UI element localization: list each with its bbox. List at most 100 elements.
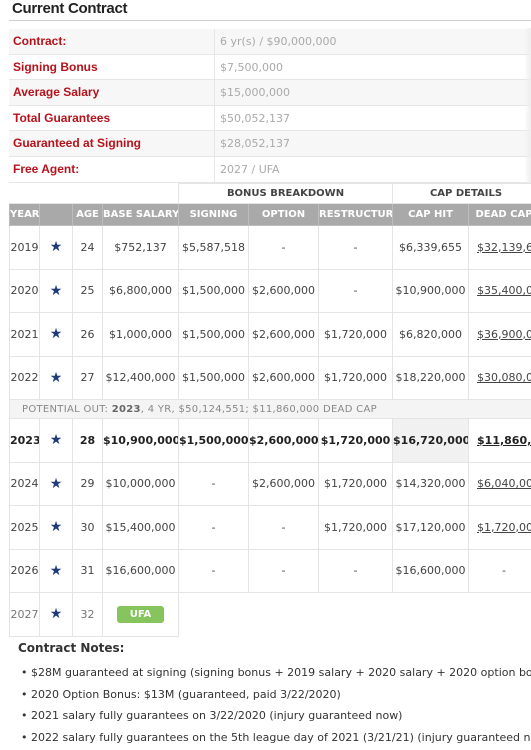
age-cell: 31 <box>72 548 103 593</box>
age-cell: 28 <box>72 418 103 463</box>
year-cell: 2024 <box>9 461 40 506</box>
team-cell: ★ <box>39 225 73 270</box>
summary-label: Total Guarantees <box>9 105 215 131</box>
option-cell: - <box>248 225 319 270</box>
year-cell: 2021 <box>9 312 40 357</box>
star-icon[interactable]: ★ <box>49 369 63 386</box>
age-cell: 29 <box>72 461 103 506</box>
col-team <box>39 203 73 226</box>
ufa-cell: UFA <box>102 592 179 637</box>
summary-label: Signing Bonus <box>9 54 215 80</box>
summary-row-contract: Contract: 6 yr(s) / $90,000,000 <box>9 29 531 55</box>
year-cell: 2023 <box>9 418 40 463</box>
col-cap-hit[interactable]: CAP HIT <box>392 203 470 226</box>
signing-cell: $1,500,000 <box>178 355 249 400</box>
dead-cap-link[interactable]: $36,900,000 <box>468 312 531 357</box>
summary-label: Guaranteed at Signing <box>9 131 215 156</box>
col-dead-cap[interactable]: DEAD CAP <box>468 203 531 226</box>
base-salary-cell: $6,800,000 <box>102 268 179 313</box>
col-restructure[interactable]: RESTRUCTURE <box>317 203 394 226</box>
scroll-shadow <box>524 28 531 183</box>
cap-hit-cell: $14,320,000 <box>392 461 470 506</box>
option-cell: - <box>248 548 319 593</box>
summary-label: Average Salary <box>9 80 215 105</box>
contract-summary: Contract: 6 yr(s) / $90,000,000 Signing B… <box>9 29 531 183</box>
star-icon[interactable]: ★ <box>49 326 63 343</box>
option-cell: - <box>248 505 319 550</box>
age-cell: 30 <box>72 505 103 550</box>
restructure-cell: $1,720,000 <box>317 418 394 463</box>
star-icon[interactable]: ★ <box>49 519 63 536</box>
notes-list: $28M guaranteed at signing (signing bonu… <box>9 662 531 748</box>
star-icon[interactable]: ★ <box>49 562 63 579</box>
summary-value: 6 yr(s) / $90,000,000 <box>220 35 337 48</box>
option-cell: $2,600,000 <box>248 268 319 313</box>
group-bonus-breakdown: BONUS BREAKDOWN <box>177 183 394 204</box>
potential-out-row: POTENTIAL OUT: 2023, 4 YR, $50,124,551; … <box>8 399 531 419</box>
base-salary-cell: $10,000,000 <box>102 461 179 506</box>
summary-row-free-agent: Free Agent: 2027 / UFA <box>9 156 531 183</box>
restructure-cell: $1,720,000 <box>317 461 394 506</box>
age-cell: 27 <box>72 355 103 400</box>
summary-value: $50,052,137 <box>220 111 290 125</box>
summary-label: Free Agent: <box>9 156 215 182</box>
col-signing[interactable]: SIGNING <box>178 203 249 226</box>
dead-cap-link[interactable]: $32,139,655 <box>468 225 531 270</box>
restructure-cell: $1,720,000 <box>317 355 394 400</box>
potential-out-year: 2023 <box>111 403 141 415</box>
dead-cap-link[interactable]: $35,400,000 <box>468 268 531 313</box>
ufa-badge: UFA <box>116 605 165 623</box>
col-year[interactable]: YEAR <box>9 203 40 226</box>
star-icon[interactable]: ★ <box>49 475 63 492</box>
base-salary-cell: $752,137 <box>102 225 179 270</box>
base-salary-cell: $16,600,000 <box>102 548 179 593</box>
restructure-cell: $1,720,000 <box>317 312 394 357</box>
table-row-2023: 2023 ★ 28 $10,900,000 $1,500,000 $2,600,… <box>9 418 531 463</box>
col-base-salary[interactable]: BASE SALARY <box>102 203 179 226</box>
signing-cell: $1,500,000 <box>178 418 249 463</box>
cap-hit-cell: $16,720,000 <box>392 418 470 463</box>
cap-hit-cell: $6,820,000 <box>392 312 470 357</box>
dead-cap-link[interactable]: $11,860,000 <box>468 418 531 463</box>
signing-cell: - <box>178 548 249 593</box>
dead-cap-link[interactable]: $30,080,000 <box>468 355 531 400</box>
col-age[interactable]: AGE <box>72 203 103 226</box>
team-cell: ★ <box>39 355 73 400</box>
star-icon[interactable]: ★ <box>49 239 63 256</box>
dead-cap-cell: - <box>468 548 531 593</box>
cap-hit-cell: $16,600,000 <box>392 548 470 593</box>
cap-hit-cell: $17,120,000 <box>392 505 470 550</box>
table-row-2025: 2025 ★ 30 $15,400,000 - - $1,720,000 $17… <box>9 505 531 550</box>
star-icon[interactable]: ★ <box>49 606 63 623</box>
table-row-2019: 2019 ★ 24 $752,137 $5,587,518 - - $6,339… <box>9 225 531 270</box>
restructure-cell: - <box>317 548 394 593</box>
restructure-cell: $1,720,000 <box>317 505 394 550</box>
contract-table: BONUS BREAKDOWN CAP DETAILS YEAR AGE BAS… <box>8 183 531 637</box>
team-cell: ★ <box>39 268 73 313</box>
option-cell: $2,600,000 <box>248 418 319 463</box>
summary-row-guaranteed-at-signing: Guaranteed at Signing $28,052,137 <box>9 131 531 157</box>
team-cell: ★ <box>39 592 73 637</box>
star-icon[interactable]: ★ <box>49 282 63 299</box>
potential-out-prefix: POTENTIAL OUT: <box>22 403 112 415</box>
dead-cap-link[interactable]: $6,040,000 <box>468 461 531 506</box>
team-cell: ★ <box>39 505 73 550</box>
star-icon[interactable]: ★ <box>49 432 63 449</box>
age-cell: 26 <box>72 312 103 357</box>
summary-row-signing-bonus: Signing Bonus $7,500,000 <box>9 54 531 81</box>
dead-cap-link[interactable]: $1,720,000 <box>468 505 531 550</box>
group-cap-details: CAP DETAILS <box>392 183 531 204</box>
base-salary-cell: $10,900,000 <box>102 418 179 463</box>
col-option[interactable]: OPTION <box>248 203 319 226</box>
signing-cell: $1,500,000 <box>178 268 249 313</box>
base-salary-cell: $12,400,000 <box>102 355 179 400</box>
age-cell: 24 <box>72 225 103 270</box>
restructure-cell: - <box>317 225 394 270</box>
summary-value: 2027 / UFA <box>220 162 280 176</box>
base-salary-cell: $1,000,000 <box>102 312 179 357</box>
summary-label: Contract: <box>9 29 215 54</box>
signing-cell: $5,587,518 <box>178 225 249 270</box>
base-salary-cell: $15,400,000 <box>102 505 179 550</box>
summary-value: $7,500,000 <box>220 60 283 74</box>
note-item: 2020 Option Bonus: $13M (guaranteed, pai… <box>21 684 531 706</box>
